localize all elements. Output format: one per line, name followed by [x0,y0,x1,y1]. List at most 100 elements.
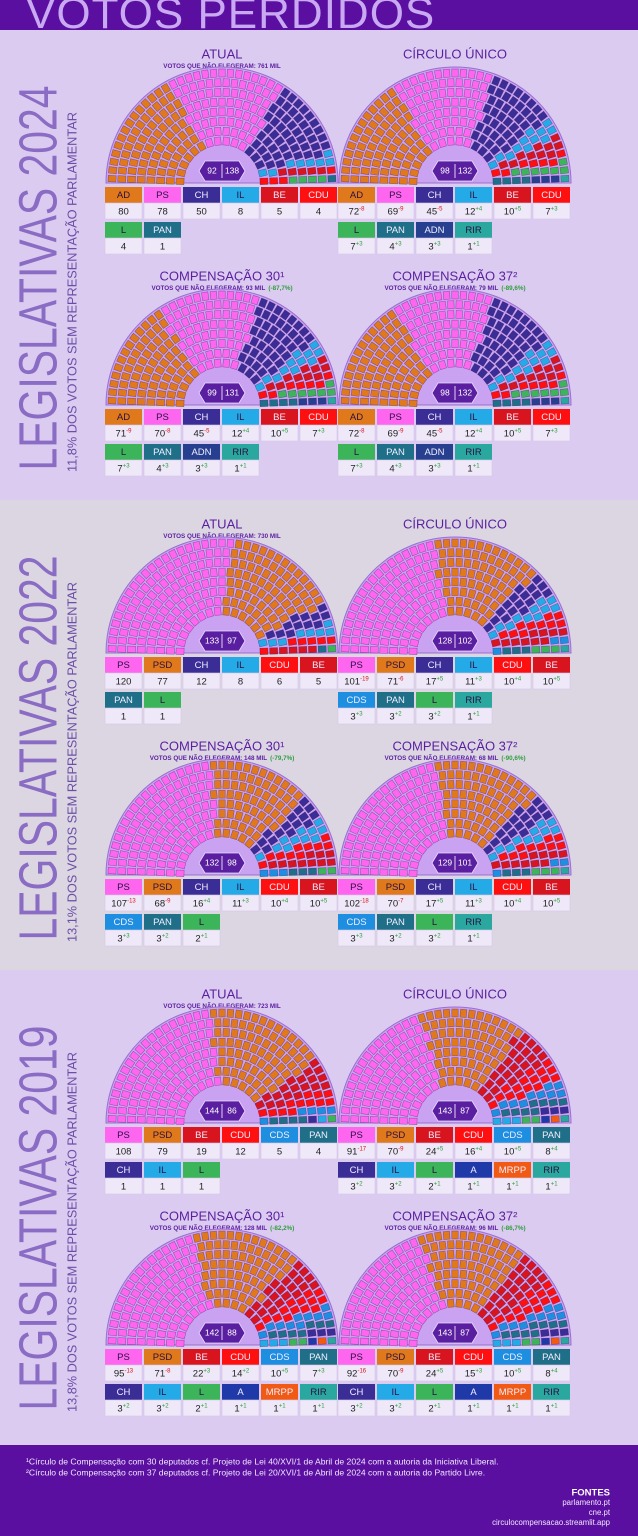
seat [253,776,264,787]
seat [209,97,218,108]
seat [241,1040,251,1051]
seat [510,637,521,647]
seat [168,771,179,782]
seat [409,1306,421,1318]
seat [214,818,222,828]
seat [417,73,427,84]
seat-group [288,867,317,876]
seat [164,129,176,141]
seat [410,130,421,142]
seat-count-value: 92 [347,1368,358,1379]
seat [302,818,314,829]
seat [238,781,248,792]
seat [124,1279,136,1291]
seat [357,339,369,351]
seat [306,1074,318,1085]
party-name: IL [470,882,478,893]
seat [196,1070,207,1081]
seat-cell [454,672,493,690]
seat [508,1284,520,1296]
seat [237,1070,248,1081]
seat [265,771,276,782]
seat [230,607,240,619]
seat [147,167,157,176]
seat [222,1240,230,1250]
seat [455,596,463,606]
seat-cell [182,202,221,220]
seat [204,1077,214,1089]
seat-group [107,1235,214,1347]
seat-change: -9 [398,206,404,212]
seat [139,1052,151,1064]
seat [184,125,195,137]
seat [158,108,170,119]
seat [113,832,124,843]
party-cell [377,409,414,425]
seat [120,1089,131,1100]
seat [127,637,137,645]
seat [177,577,188,588]
seat [256,588,267,600]
party-cell [300,409,337,425]
seat [271,1090,283,1101]
seat [183,152,195,163]
seat [265,549,276,560]
seat [161,842,173,853]
seat [482,336,493,347]
seat [205,597,214,608]
chart-title: ATUAL [202,46,243,61]
party-name: RIR [543,1165,560,1176]
seat [222,1298,231,1308]
seat-count-value: 1 [467,463,472,474]
seat [256,329,267,340]
seat [474,322,484,333]
seat [110,149,121,159]
seat [340,866,350,875]
seat [313,1065,324,1076]
seat [126,1074,138,1085]
seat [398,647,408,655]
seat [117,1337,127,1345]
seat [249,795,259,807]
seat [531,119,543,131]
seat [507,1270,519,1281]
seat-change: +5 [514,428,522,434]
seat [489,577,500,588]
seat [237,140,248,152]
seat [486,1024,497,1035]
seat [398,1031,409,1043]
seat [531,1059,543,1071]
seat [146,314,158,326]
seat [274,1048,286,1059]
seat-cell [493,424,532,442]
seat-cell [337,1364,376,1382]
seat [519,562,531,574]
seat [502,808,514,820]
seat [396,338,408,350]
party-cell [455,914,492,930]
party-name: BE [195,1130,208,1141]
seat [168,301,179,312]
seat [145,1046,157,1058]
seat [479,92,489,103]
party-cell [455,409,492,425]
seat [154,1305,166,1316]
seat [238,549,247,560]
seat [222,1288,230,1298]
seat [123,833,134,844]
seat [261,320,272,332]
seat [184,1013,194,1024]
seat [246,303,256,314]
seat [209,117,218,127]
seat [421,81,431,92]
seat [120,595,131,606]
seat [226,789,235,800]
seat [310,611,321,622]
badge-left: 133 [205,635,219,645]
seat [467,1231,476,1242]
seat [165,1031,176,1043]
seat [474,792,484,803]
party-cell [183,187,220,203]
seat [451,760,459,770]
seat-count: 70-7 [388,898,405,909]
